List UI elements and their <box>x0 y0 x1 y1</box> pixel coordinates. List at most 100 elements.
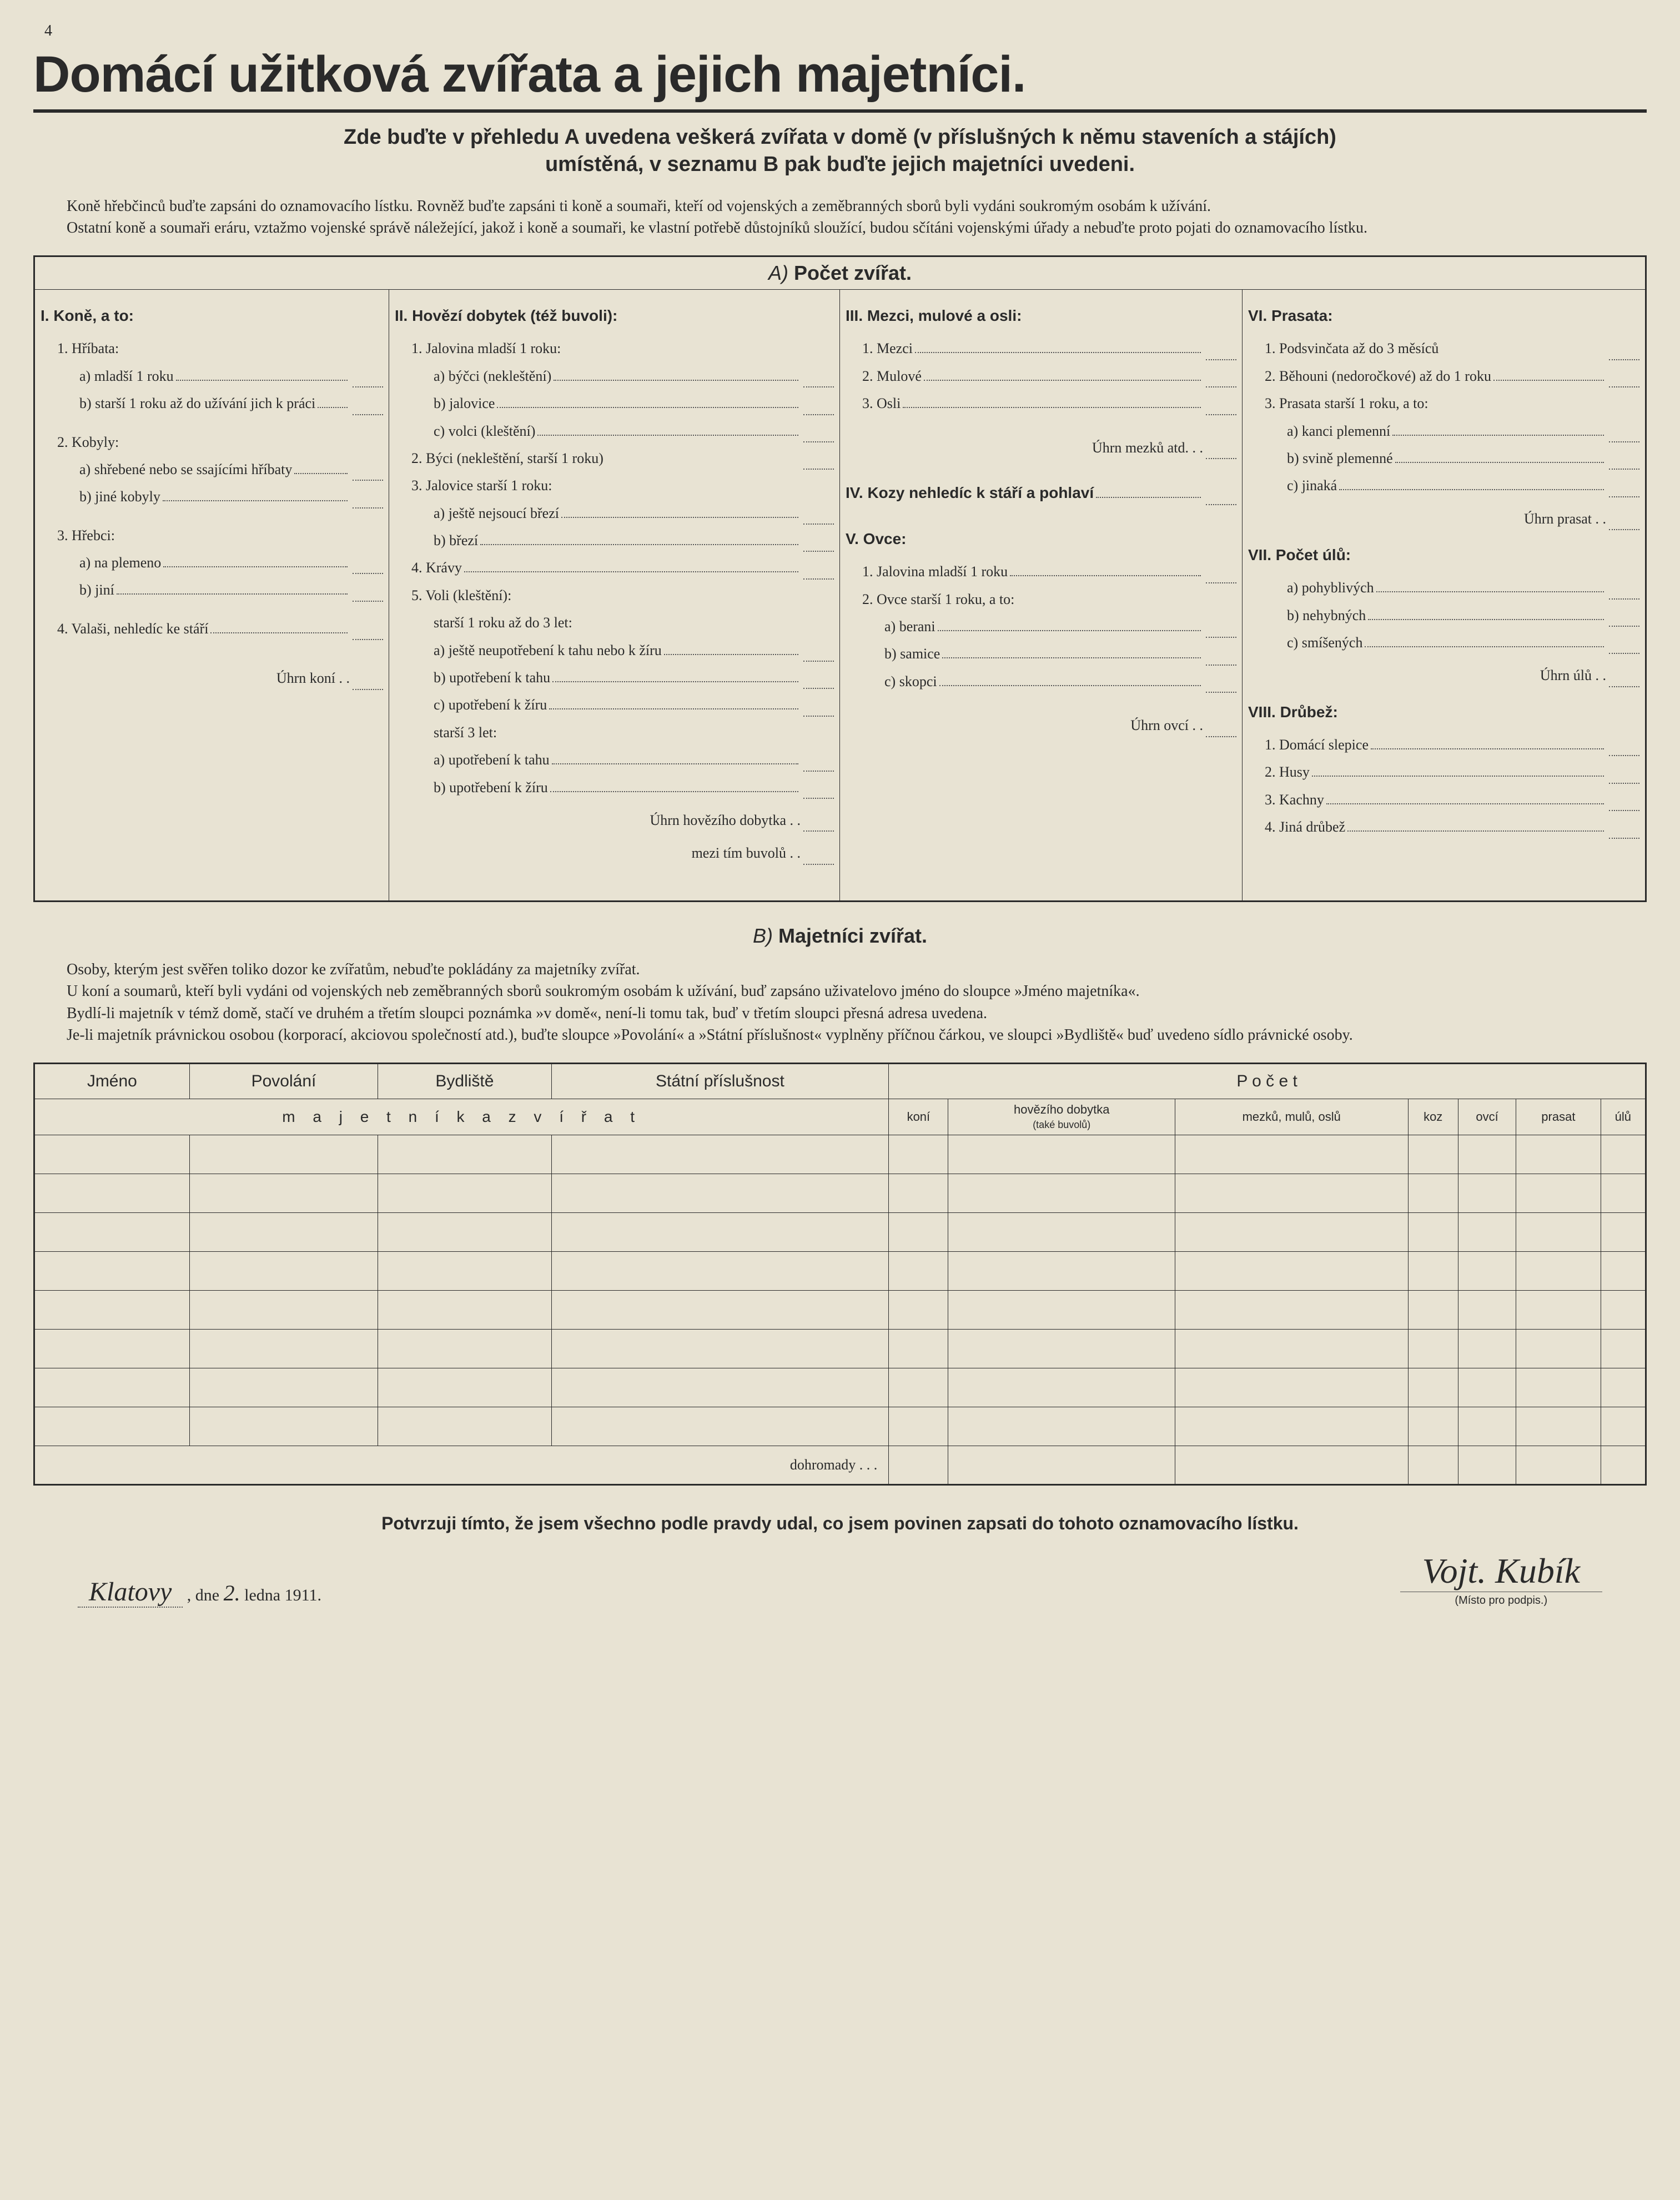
cattle-head: II. Hovězí dobytek (též buvoli): <box>395 301 834 330</box>
signature-name: Vojt. Kubík <box>1400 1550 1602 1592</box>
section-a-title-text: Počet zvířat. <box>794 261 912 284</box>
pigs-1: 1. Podsvinčata až do 3 měsíců <box>1248 335 1639 362</box>
mares-b: b) jiné kobyly <box>41 483 383 510</box>
oxen-b: b) upotřebení k tahu <box>395 664 834 691</box>
cattle-sum2: mezi tím buvolů . . <box>395 839 834 867</box>
pigs-b: b) svině plemenné <box>1248 445 1639 472</box>
hives-a: a) pohyblivých <box>1248 574 1639 601</box>
col-pigs-hives-poultry: VI. Prasata: 1. Podsvinčata až do 3 měsí… <box>1243 290 1645 900</box>
b-p3: Bydlí-li majetník v témž domě, stačí ve … <box>33 1003 1647 1024</box>
col-cattle: II. Hovězí dobytek (též buvoli): 1. Jalo… <box>389 290 840 900</box>
poultry-1: 1. Domácí slepice <box>1248 731 1639 758</box>
mares-head: 2. Kobyly: <box>41 429 383 456</box>
table-row <box>34 1174 1646 1212</box>
sheep-2: 2. Ovce starší 1 roku, a to: <box>846 586 1236 613</box>
signature-place: Klatovy <box>78 1577 183 1608</box>
th-cattle: hovězího dobytka (také buvolů) <box>948 1099 1175 1135</box>
foals-head: 1. Hříbata: <box>41 335 383 362</box>
sheep-c: c) skopci <box>846 668 1236 695</box>
poultry-2: 2. Husy <box>1248 758 1639 786</box>
pigs-head: VI. Prasata: <box>1248 301 1639 330</box>
hives-sum: Úhrn úlů . . <box>1248 662 1639 689</box>
col-mules-goats-sheep: III. Mezci, mulové a osli: 1. Mezci 2. M… <box>840 290 1243 900</box>
sheep-a: a) berani <box>846 613 1236 640</box>
section-b-intro: Osoby, kterým jest svěřen toliko dozor k… <box>33 959 1647 1046</box>
oxen-head: 5. Voli (kleštění): <box>395 582 834 609</box>
heifers-head: 3. Jalovice starší 1 roku: <box>395 472 834 499</box>
table-row <box>34 1368 1646 1407</box>
b-p1: Osoby, kterým jest svěřen toliko dozor k… <box>33 959 1647 980</box>
young-b: b) jalovice <box>395 390 834 417</box>
oxen-d: a) upotřebení k tahu <box>395 746 834 773</box>
signature-block: Vojt. Kubík (Místo pro podpis.) <box>1400 1550 1602 1607</box>
poultry-head: VIII. Drůbež: <box>1248 697 1639 727</box>
mules-1: 1. Mezci <box>846 335 1236 362</box>
table-row <box>34 1290 1646 1329</box>
table-row <box>34 1407 1646 1446</box>
table-row <box>34 1212 1646 1251</box>
cows: 4. Krávy <box>395 554 834 581</box>
page-number: 4 <box>44 22 1647 40</box>
total-label: dohromady . . . <box>34 1446 889 1484</box>
declaration: Potvrzuji tímto, že jsem všechno podle p… <box>33 1513 1647 1534</box>
sheep-sum: Úhrn ovcí . . <box>846 712 1236 739</box>
title-rule <box>33 109 1647 113</box>
foals-a: a) mladší 1 roku <box>41 363 383 390</box>
th-pigs: prasat <box>1516 1099 1601 1135</box>
poultry-3: 3. Kachny <box>1248 786 1639 813</box>
section-a-prefix: A) <box>768 261 788 284</box>
foals-b: b) starší 1 roku až do užívání jich k pr… <box>41 390 383 417</box>
th-hives: úlů <box>1601 1099 1646 1135</box>
th-count: P o č e t <box>889 1063 1646 1099</box>
th-residence: Bydliště <box>378 1063 551 1099</box>
horses-head: I. Koně, a to: <box>41 301 383 330</box>
th-goats: koz <box>1408 1099 1458 1135</box>
oxen-c: c) upotřebení k žíru <box>395 691 834 718</box>
bulls: 2. Býci (nekleštění, starší 1 roku) <box>395 445 834 472</box>
young-cattle-head: 1. Jalovina mladší 1 roku: <box>395 335 834 362</box>
date-rest: ledna 1911. <box>244 1586 321 1604</box>
signature-caption: (Místo pro podpis.) <box>1400 1594 1602 1607</box>
main-title: Domácí užitková zvířata a jejich majetní… <box>33 46 1647 104</box>
animal-grid: I. Koně, a to: 1. Hříbata: a) mladší 1 r… <box>35 290 1645 900</box>
section-a-title: A) Počet zvířat. <box>35 257 1645 290</box>
section-b-prefix: B) <box>753 924 773 947</box>
hives-b: b) nehybných <box>1248 602 1639 629</box>
th-name: Jméno <box>34 1063 190 1099</box>
horses-sum: Úhrn koní . . <box>41 664 383 692</box>
oxen-a: a) ještě neupotřebení k tahu nebo k žíru <box>395 637 834 664</box>
heifers-b: b) březí <box>395 527 834 554</box>
b-p2: U koní a soumarů, kteří byli vydáni od v… <box>33 980 1647 1002</box>
pigs-a: a) kanci plemenní <box>1248 417 1639 445</box>
table-row <box>34 1135 1646 1174</box>
th-citizenship: Státní příslušnost <box>551 1063 889 1099</box>
intro-p2: Ostatní koně a soumaři eráru, vztažmo vo… <box>33 217 1647 239</box>
subtitle-line1: Zde buďte v přehledu A uvedena veškerá z… <box>344 125 1336 149</box>
date-pre: , dne <box>187 1586 219 1604</box>
goats-head: IV. Kozy nehledíc k stáří a pohlaví <box>846 478 1236 507</box>
cattle-sum1: Úhrn hovězího dobytka . . <box>395 807 834 834</box>
b-p4: Je-li majetník právnickou osobou (korpor… <box>33 1024 1647 1046</box>
sheep-b: b) samice <box>846 640 1236 667</box>
signature-place-date: Klatovy , dne 2. ledna 1911. <box>78 1577 321 1607</box>
section-b-title-text: Majetníci zvířat. <box>778 924 927 947</box>
stallions-head: 3. Hřebci: <box>41 522 383 549</box>
oxen-e: b) upotřebení k žíru <box>395 774 834 801</box>
pigs-c: c) jinaká <box>1248 472 1639 499</box>
table-row <box>34 1329 1646 1368</box>
hives-head: VII. Počet úlů: <box>1248 540 1639 570</box>
young-a: a) býčci (nekleštění) <box>395 363 834 390</box>
th-sheep: ovcí <box>1458 1099 1516 1135</box>
oxen-sub1: starší 1 roku až do 3 let: <box>395 609 834 636</box>
col-horses: I. Koně, a to: 1. Hříbata: a) mladší 1 r… <box>35 290 389 900</box>
th-owner-span: m a j e t n í k a z v í ř a t <box>34 1099 889 1135</box>
poultry-4: 4. Jiná drůbež <box>1248 813 1639 840</box>
mares-a: a) shřebené nebo se ssajícími hříbaty <box>41 456 383 483</box>
th-occupation: Povolání <box>189 1063 378 1099</box>
stallions-b: b) jiní <box>41 576 383 603</box>
section-b-title: B) Majetníci zvířat. <box>33 924 1647 948</box>
table-row-total: dohromady . . . <box>34 1446 1646 1484</box>
mules-3: 3. Osli <box>846 390 1236 417</box>
mules-2: 2. Mulové <box>846 363 1236 390</box>
stallions-a: a) na plemeno <box>41 549 383 576</box>
